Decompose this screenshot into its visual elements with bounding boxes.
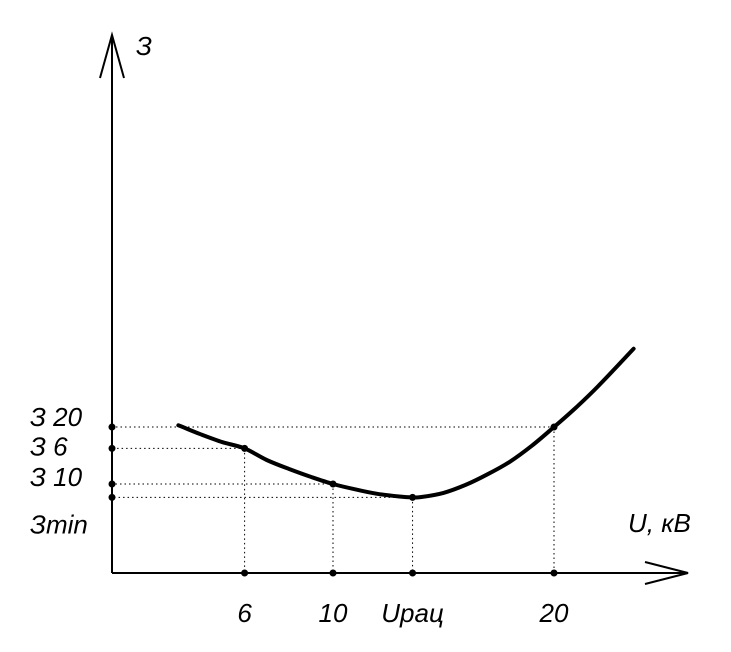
y-tick-label: З 20 (30, 402, 83, 432)
curve-marker (409, 493, 417, 501)
y-axis-arrow (99, 31, 125, 79)
x-axis-marker (550, 569, 558, 577)
curve-marker (329, 480, 337, 488)
y-axis-marker (108, 423, 116, 431)
y-axis-marker (108, 444, 116, 452)
curve-marker (241, 444, 249, 452)
x-axis-marker (241, 569, 249, 577)
x-tick-label: 6 (237, 598, 252, 628)
y-axis-marker (108, 480, 116, 488)
curve-marker (550, 423, 558, 431)
y-axis-marker (108, 493, 116, 501)
x-tick-labels: 6 10 Uрац 20 (237, 598, 569, 628)
x-axis-marker (409, 569, 417, 577)
y-tick-label: Зmin (30, 509, 88, 539)
x-axis-arrow (644, 561, 689, 585)
x-tick-label: 20 (539, 598, 569, 628)
y-tick-labels: З 20З 6З 10 Зmin (30, 402, 88, 539)
guide-lines (112, 426, 555, 573)
cost-curve (176, 346, 636, 500)
x-axis-label: U, кВ (628, 508, 691, 538)
x-axis-marker (329, 569, 337, 577)
y-tick-label: З 10 (30, 462, 83, 492)
y-tick-label: З 6 (30, 431, 68, 461)
x-tick-label: Uрац (381, 598, 444, 628)
x-tick-label: 10 (319, 598, 348, 628)
markers (108, 423, 558, 577)
y-axis-label: З (136, 31, 152, 61)
